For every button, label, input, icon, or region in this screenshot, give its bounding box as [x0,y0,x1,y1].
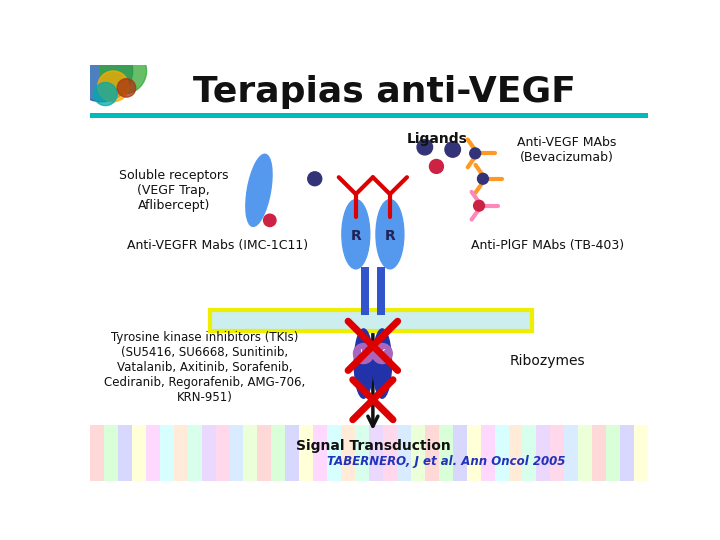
Circle shape [94,83,117,106]
Bar [132,425,145,481]
Bar [453,425,467,481]
Ellipse shape [376,200,404,269]
Text: Anti-VEGF MAbs
(Bevacizumab): Anti-VEGF MAbs (Bevacizumab) [517,136,616,164]
Bar [174,425,188,481]
Bar [300,425,313,481]
Circle shape [98,71,129,102]
Bar [620,425,634,481]
Bar [90,112,648,118]
Text: Ribozymes: Ribozymes [510,354,585,368]
Bar [258,425,271,481]
Circle shape [477,173,488,184]
Circle shape [117,79,136,97]
Bar [467,425,481,481]
Bar [438,425,453,481]
Bar [118,425,132,481]
Bar [202,425,215,481]
Bar [285,425,300,481]
Text: R: R [384,229,395,243]
Bar [361,267,369,315]
Bar [145,425,160,481]
Bar [215,425,230,481]
Bar [377,267,384,315]
Bar [313,425,327,481]
Text: K: K [361,348,366,359]
Bar [243,425,258,481]
Text: Terapias anti-VEGF: Terapias anti-VEGF [193,75,576,109]
Bar [481,425,495,481]
Text: R: R [351,229,361,243]
Bar [495,425,508,481]
Bar [523,425,536,481]
Bar [383,425,397,481]
Bar [593,425,606,481]
Circle shape [445,142,461,157]
Text: Anti-VEGFR Mabs (IMC-1C11): Anti-VEGFR Mabs (IMC-1C11) [127,239,308,252]
Bar [397,425,411,481]
Circle shape [71,40,132,102]
Circle shape [264,214,276,226]
Text: Anti-PlGF MAbs (TB-403): Anti-PlGF MAbs (TB-403) [471,239,624,252]
Circle shape [429,159,444,173]
Bar [271,425,285,481]
Bar [634,425,648,481]
Text: Tyrosine kinase inhibitors (TKIs)
(SU5416, SU6668, Sunitinib,
Vatalanib, Axitini: Tyrosine kinase inhibitors (TKIs) (SU541… [104,331,305,404]
Circle shape [100,48,147,94]
Bar [355,425,369,481]
Bar [210,309,532,331]
Bar [578,425,593,481]
Bar [90,425,104,481]
Bar [606,425,620,481]
Bar [564,425,578,481]
Bar [104,425,118,481]
Bar [550,425,564,481]
Bar [230,425,243,481]
Circle shape [372,343,392,363]
Bar [411,425,425,481]
Text: Signal Transduction: Signal Transduction [295,439,450,453]
Bar [369,425,383,481]
Text: Soluble receptors
(VEGF Trap,
Aflibercept): Soluble receptors (VEGF Trap, Aflibercep… [119,169,228,212]
Bar [341,425,355,481]
Text: TABERNERO, J et al. Ann Oncol 2005: TABERNERO, J et al. Ann Oncol 2005 [328,455,566,468]
Text: Ligands: Ligands [407,132,467,146]
Ellipse shape [246,154,272,226]
Ellipse shape [373,329,392,398]
Bar [425,425,438,481]
Bar [508,425,523,481]
Bar [327,425,341,481]
Bar [188,425,202,481]
Circle shape [417,139,433,155]
Text: K: K [379,348,385,359]
Circle shape [354,343,374,363]
Circle shape [469,148,481,159]
Circle shape [307,172,322,186]
Bar [536,425,550,481]
Circle shape [474,200,485,211]
Ellipse shape [354,329,373,398]
Ellipse shape [342,200,370,269]
Bar [160,425,174,481]
